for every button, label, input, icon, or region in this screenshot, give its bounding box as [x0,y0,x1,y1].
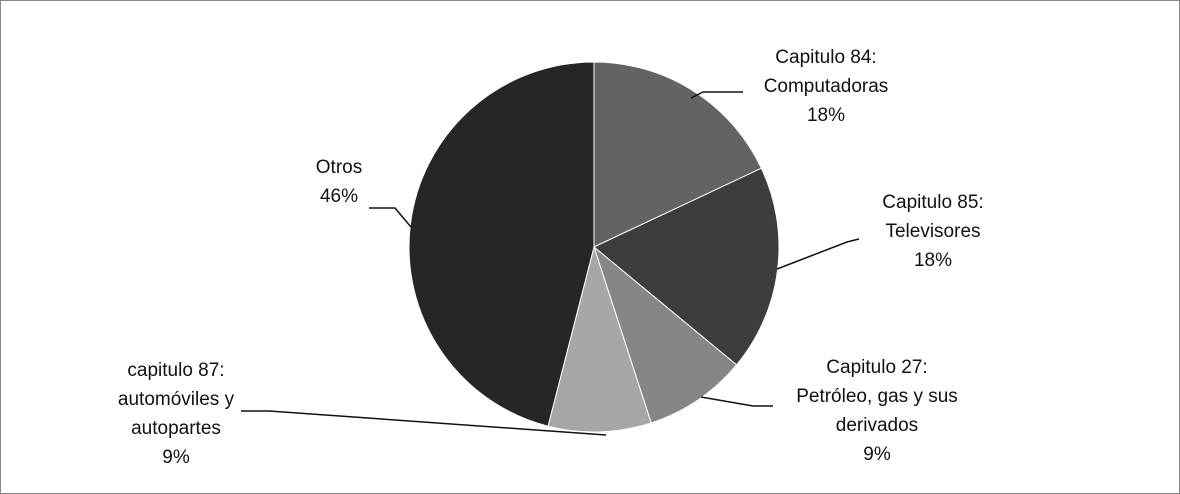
slice-value-label: 46% [319,186,359,207]
slice-label: capitulo 87: automóviles y autopartes [117,360,235,439]
slice-label: Capitulo 85: Televisores [882,192,984,242]
leader-line [369,207,412,228]
slice-label: Capitulo 84: Computadoras [763,47,889,97]
slice-value-label: 18% [913,250,953,271]
slice-value-label: 9% [162,447,190,468]
slice [592,245,738,424]
leader-line [776,238,860,270]
leader-lines [241,91,860,436]
leader-line [690,91,743,99]
leader-line [241,410,607,436]
slice-label: Otros [315,157,363,178]
slice-label: Capitulo 27: Petróleo, gas y sus derivad… [796,357,958,436]
slice-value-label: 18% [806,105,846,126]
slice [593,61,763,248]
slice-value-label: 9% [863,444,891,465]
slice [408,61,595,427]
slice [593,167,780,366]
leader-line [700,396,773,407]
slice [547,245,652,433]
